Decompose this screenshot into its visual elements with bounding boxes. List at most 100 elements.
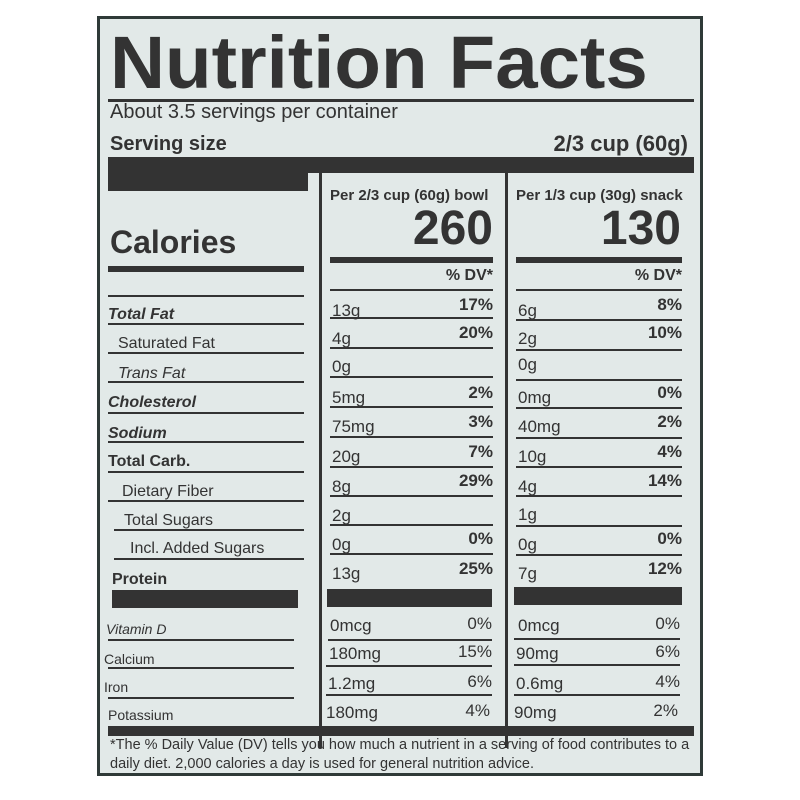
row-rule <box>114 529 304 531</box>
label-col-bar <box>108 173 308 191</box>
nutrient-name: Protein <box>112 571 168 588</box>
snack-calories: 130 <box>600 202 681 255</box>
row-rule <box>516 437 682 439</box>
row-rule <box>514 638 680 640</box>
serving-size-value: 2/3 cup (60g) <box>553 131 688 156</box>
bowl-amount: 180mg <box>326 703 378 722</box>
row-rule <box>326 665 492 667</box>
calories-rule-bowl <box>330 257 493 263</box>
row-rule <box>108 471 304 473</box>
row-rule <box>514 664 680 666</box>
snack-dv: 0% <box>657 383 682 402</box>
bowl-dv: 29% <box>458 471 493 490</box>
bowl-dv: 4% <box>465 701 490 720</box>
row-rule <box>330 524 493 526</box>
vitamin-name: Iron <box>104 679 129 695</box>
snack-amount: 0mg <box>518 388 552 407</box>
snack-amount: 6g <box>518 301 537 320</box>
bowl-calories: 260 <box>412 202 493 255</box>
row-rule <box>516 319 682 321</box>
label-title: Nutrition Facts <box>110 21 648 104</box>
bowl-amount: 4g <box>332 329 351 348</box>
nutrient-name: Dietary Fiber <box>122 483 214 500</box>
snack-dv: 6% <box>655 642 680 661</box>
snack-amount: 2g <box>518 329 537 348</box>
bowl-dv: 7% <box>468 442 493 461</box>
snack-dv: 4% <box>655 672 680 691</box>
snack-amount: 0.6mg <box>516 674 564 693</box>
snack-amount: 4g <box>518 477 537 496</box>
row-rule <box>330 347 493 349</box>
thick-rule-vitamins-left <box>112 590 298 608</box>
vitamin-name: Vitamin D <box>106 621 167 637</box>
column-divider-1 <box>319 173 322 748</box>
row-rule <box>108 381 304 383</box>
calories-label: Calories <box>110 224 237 260</box>
row-rule <box>516 554 682 556</box>
row-rule <box>330 553 493 555</box>
snack-dv: 12% <box>647 559 682 578</box>
bowl-amount: 8g <box>332 477 351 496</box>
row-rule <box>516 525 682 527</box>
bowl-dv: 15% <box>457 642 492 661</box>
thick-rule-vitamins-bowl <box>327 589 492 607</box>
nutrient-name: Trans Fat <box>118 365 186 382</box>
snack-amount: 10g <box>518 447 547 466</box>
bowl-dv: 2% <box>468 383 493 402</box>
row-rule <box>108 697 294 699</box>
row-rule <box>516 349 682 351</box>
thick-rule-vitamins-snack <box>514 587 682 605</box>
bowl-dv: 0% <box>467 614 492 633</box>
snack-amount: 40mg <box>518 417 561 436</box>
title-rule <box>108 99 694 102</box>
bowl-amount: 2g <box>332 506 351 525</box>
column-divider-2 <box>505 173 508 748</box>
snack-dv: 14% <box>647 471 682 490</box>
bowl-dv: 17% <box>458 295 493 314</box>
dv-rule-bowl <box>330 289 493 291</box>
snack-dv: 10% <box>647 323 682 342</box>
row-rule <box>514 694 680 696</box>
bowl-amount: 1.2mg <box>328 674 376 693</box>
vitamin-name: Calcium <box>104 651 155 667</box>
row-rule <box>114 558 304 560</box>
row-rule <box>108 639 294 641</box>
nutrient-name: Saturated Fat <box>118 335 215 352</box>
row-rule <box>108 500 304 502</box>
row-rule <box>516 495 682 497</box>
nutrient-name: Cholesterol <box>108 394 197 411</box>
snack-amount: 90mg <box>516 644 559 663</box>
serving-size-label: Serving size <box>110 133 227 155</box>
row-rule <box>516 466 682 468</box>
bowl-amount: 75mg <box>332 417 375 436</box>
snack-column-header: Per 1/3 cup (30g) snack <box>516 187 683 204</box>
vitamin-name: Potassium <box>108 707 174 723</box>
snack-amount: 1g <box>518 505 537 524</box>
row-rule <box>108 441 304 443</box>
thick-rule-bottom <box>108 726 694 736</box>
snack-dv: 8% <box>657 295 682 314</box>
bowl-amount: 5mg <box>332 388 366 407</box>
snack-amount: 7g <box>518 564 537 583</box>
snack-amount: 0g <box>518 535 537 554</box>
calories-rule-snack <box>516 257 682 263</box>
snack-dv: 2% <box>653 701 678 720</box>
row-rule <box>108 667 294 669</box>
dv-rule-left <box>108 295 304 297</box>
snack-dv-header: % DV* <box>634 267 682 284</box>
row-rule <box>108 323 304 325</box>
row-rule <box>328 639 492 641</box>
dv-rule-snack <box>516 289 682 291</box>
snack-amount: 0mcg <box>518 616 560 635</box>
bowl-dv: 3% <box>468 412 493 431</box>
row-rule <box>330 495 493 497</box>
bowl-dv: 25% <box>458 559 493 578</box>
bowl-dv-header: % DV* <box>445 267 493 284</box>
bowl-dv: 0% <box>468 529 493 548</box>
snack-dv: 0% <box>657 529 682 548</box>
nutrient-name: Incl. Added Sugars <box>130 540 265 557</box>
bowl-amount: 180mg <box>329 644 381 663</box>
nutrient-name: Total Carb. <box>108 453 191 470</box>
row-rule <box>516 407 682 409</box>
snack-dv: 4% <box>657 442 682 461</box>
